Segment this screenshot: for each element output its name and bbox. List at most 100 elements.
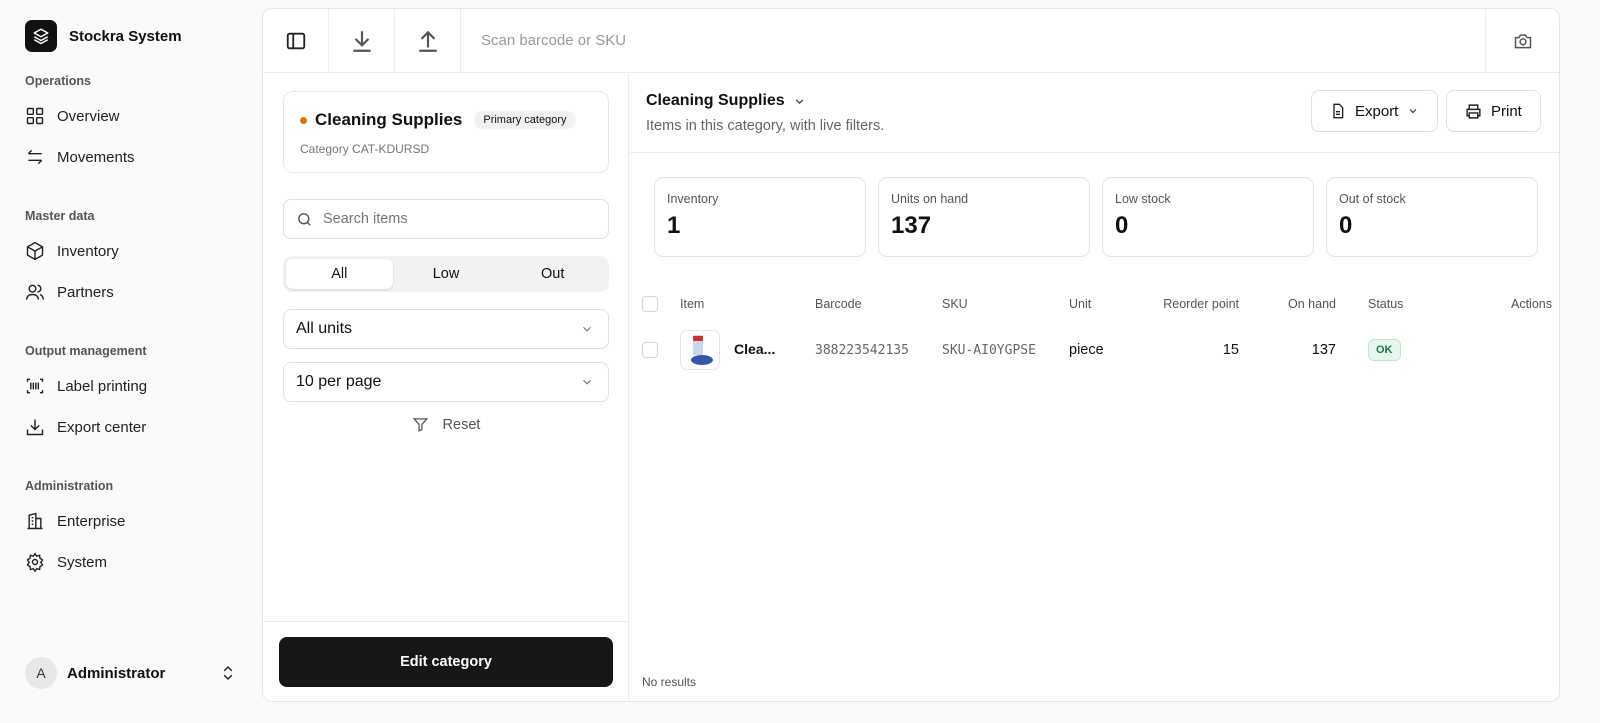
unit-select-value: All units	[296, 320, 353, 337]
item-name[interactable]: Clea...	[734, 340, 776, 357]
layers-logo-icon	[25, 20, 57, 52]
category-card: Cleaning Supplies Primary category Categ…	[283, 91, 609, 173]
search-field[interactable]	[283, 199, 609, 239]
sidebar-item-label: Export center	[57, 418, 147, 436]
col-barcode[interactable]: Barcode	[815, 297, 862, 311]
chevron-down-icon	[583, 379, 591, 385]
stat-low-stock: Low stock 0	[1102, 177, 1314, 257]
primary-category-badge: Primary category	[474, 111, 576, 129]
sidebar-item-label: Partners	[57, 283, 114, 301]
cell-reorder-point: 15	[1222, 342, 1239, 358]
col-status[interactable]: Status	[1368, 297, 1404, 311]
import-button[interactable]	[329, 9, 395, 73]
file-text-icon	[1333, 103, 1344, 119]
section-operations: Operations	[25, 74, 91, 88]
section-master-data: Master data	[25, 209, 95, 223]
reset-label: Reset	[442, 416, 481, 433]
col-actions: Actions	[1511, 297, 1552, 311]
edit-category-button[interactable]: Edit category	[279, 637, 613, 687]
unit-select[interactable]: All units	[283, 309, 609, 349]
table-footer-text: No results	[642, 675, 697, 689]
gear-icon	[26, 552, 44, 572]
printer-icon	[1466, 103, 1481, 119]
sidebar-item-movements[interactable]: Movements	[25, 147, 135, 167]
tab-all[interactable]: All	[286, 259, 393, 289]
stat-label: Inventory	[667, 192, 719, 206]
status-badge: OK	[1368, 339, 1401, 361]
upload-icon	[418, 30, 437, 52]
brand[interactable]: Stockra System	[25, 20, 182, 52]
user-menu[interactable]: A Administrator	[25, 657, 237, 689]
col-item[interactable]: Item	[680, 297, 705, 311]
export-button[interactable]: Export	[1311, 90, 1439, 132]
filter-panel: Cleaning Supplies Primary category Categ…	[263, 74, 629, 701]
items-table: Item Barcode SKU Unit Reorder point On h…	[642, 287, 1556, 379]
col-reorder-point[interactable]: Reorder point	[1163, 297, 1239, 311]
items-panel: Cleaning Supplies Items in this category…	[630, 74, 1559, 701]
search-input[interactable]	[323, 211, 608, 227]
sidebar-item-system[interactable]: System	[25, 552, 107, 572]
reset-button[interactable]: Reset	[263, 416, 629, 433]
per-page-select[interactable]: 10 per page	[283, 362, 609, 402]
search-icon	[298, 212, 311, 226]
cell-unit: piece	[1069, 342, 1104, 358]
stat-value: 137	[891, 212, 932, 239]
stat-label: Out of stock	[1339, 192, 1406, 206]
category-code: Category CAT-KDURSD	[300, 142, 430, 156]
panel-subtitle: Items in this category, with live filter…	[646, 118, 885, 134]
camera-button[interactable]	[1485, 9, 1559, 73]
per-page-value: 10 per page	[296, 373, 382, 390]
sidebar-item-overview[interactable]: Overview	[25, 106, 120, 126]
item-thumbnail	[680, 330, 720, 370]
tab-low[interactable]: Low	[432, 266, 460, 282]
section-output-management: Output management	[25, 344, 147, 358]
category-switcher[interactable]: Cleaning Supplies	[646, 92, 806, 110]
sidebar-item-label-printing[interactable]: Label printing	[25, 376, 147, 396]
scan-input[interactable]	[461, 32, 1485, 49]
sidebar-item-enterprise[interactable]: Enterprise	[25, 511, 125, 531]
barcode-icon	[26, 378, 44, 394]
category-color-dot	[300, 116, 307, 124]
toolbar	[263, 9, 1559, 73]
arrows-left-right-icon	[27, 149, 43, 165]
sidebar-item-label: Inventory	[57, 242, 119, 260]
sidebar-item-inventory[interactable]: Inventory	[25, 241, 119, 261]
main-panel: Cleaning Supplies Primary category Categ…	[262, 8, 1560, 702]
stat-out-of-stock: Out of stock 0	[1326, 177, 1538, 257]
export-upload-button[interactable]	[395, 9, 461, 73]
row-checkbox[interactable]	[642, 342, 658, 358]
category-name: Cleaning Supplies	[315, 110, 463, 129]
toggle-sidebar-button[interactable]	[263, 9, 329, 73]
col-sku[interactable]: SKU	[942, 297, 968, 311]
chevron-down-icon	[795, 98, 803, 104]
chevron-down-icon	[1410, 109, 1417, 114]
sidebar: Stockra System Operations Overview Movem…	[0, 0, 262, 723]
sidebar-item-partners[interactable]: Partners	[25, 282, 114, 302]
stat-value: 1	[667, 212, 681, 239]
stat-label: Low stock	[1115, 192, 1171, 206]
col-on-hand[interactable]: On hand	[1288, 297, 1336, 311]
download-icon	[352, 30, 371, 52]
app-name: Stockra System	[69, 27, 182, 45]
cell-barcode: 388223542135	[815, 342, 909, 358]
sidebar-item-label: Enterprise	[57, 512, 126, 530]
tab-out[interactable]: Out	[540, 266, 565, 282]
table-header: Item Barcode SKU Unit Reorder point On h…	[642, 287, 1556, 321]
export-label: Export	[1355, 102, 1399, 120]
print-label: Print	[1491, 102, 1522, 120]
building-icon	[27, 512, 43, 530]
users-icon	[25, 284, 45, 300]
sidebar-item-label: Overview	[57, 107, 120, 125]
download-tray-icon	[26, 419, 44, 436]
select-all-checkbox[interactable]	[642, 296, 658, 312]
col-unit[interactable]: Unit	[1069, 297, 1092, 311]
stats-row: Inventory 1 Units on hand 137 Low stock 0 O…	[654, 177, 1538, 257]
sidebar-item-export-center[interactable]: Export center	[25, 417, 146, 437]
section-administration: Administration	[25, 479, 114, 493]
sidebar-panel-icon	[286, 32, 305, 49]
stat-label: Units on hand	[891, 192, 969, 206]
grid-icon	[26, 107, 44, 125]
table-row[interactable]: Clea... 388223542135 SKU-AI0YGPSE piece …	[642, 321, 1556, 379]
print-button[interactable]: Print	[1446, 90, 1541, 132]
stat-units-on-hand: Units on hand 137	[878, 177, 1090, 257]
